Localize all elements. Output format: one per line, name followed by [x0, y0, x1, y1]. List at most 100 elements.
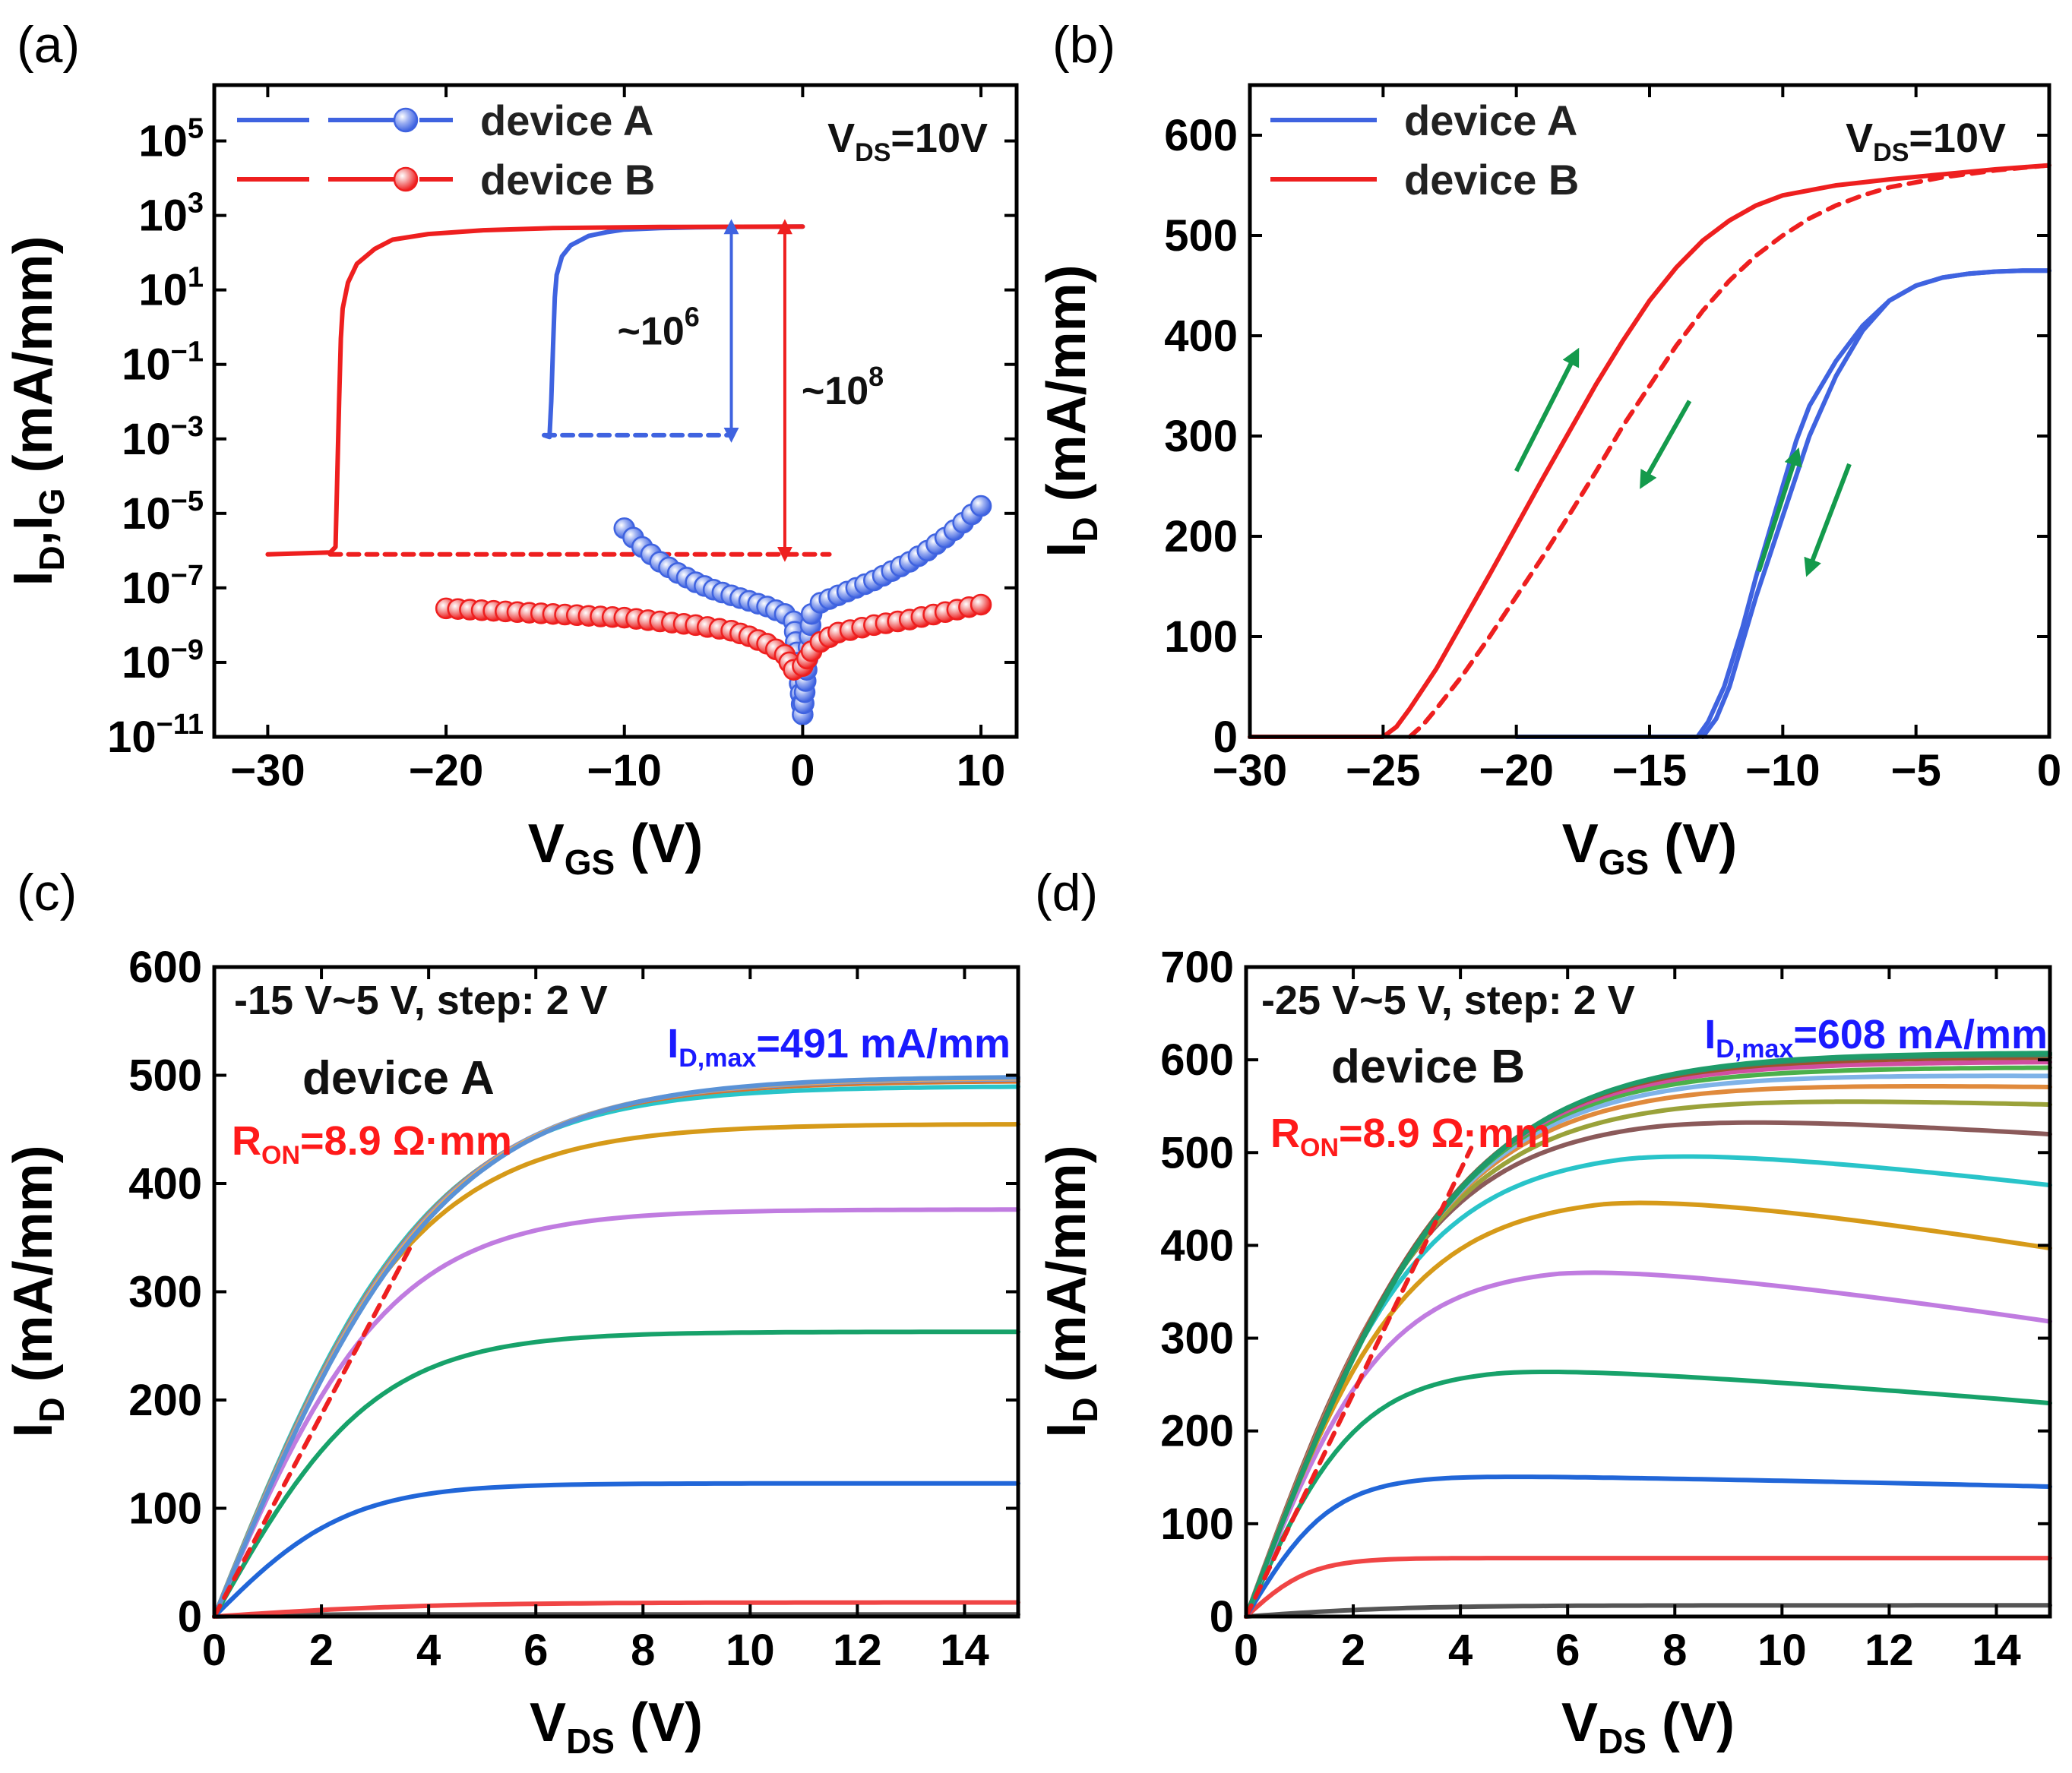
- panel-d-ylabel: ID (mA/mm): [1036, 1145, 1105, 1437]
- ytick-label: 10−9: [122, 634, 204, 687]
- panel-b-ticks: −30 −25 −20 −15 −10 −5 0 0 100 200 300 400 500 600: [1164, 85, 2061, 795]
- panel-b-marks: [1248, 163, 2051, 739]
- ytick-label: 700: [1160, 943, 1234, 992]
- ytick-label: 105: [138, 113, 204, 166]
- ytick-label: 200: [1164, 512, 1238, 561]
- panel-d-frame: [1244, 965, 2052, 1619]
- panel-d-imax: ID,max=608 mA/mm: [1704, 1012, 2048, 1063]
- series-device-a-reverse: [1700, 268, 2051, 739]
- xtick-label: −25: [1346, 746, 1420, 795]
- xtick-label: 0: [2037, 746, 2061, 795]
- ytick-label: 300: [128, 1268, 202, 1317]
- xtick-label: 4: [1448, 1626, 1473, 1675]
- ytick-label: 300: [1160, 1314, 1234, 1364]
- panel-a-ylabel: ID,IG (mA/mm): [3, 235, 71, 586]
- series-device-b-i_d: [265, 224, 805, 557]
- ytick-label: 0: [178, 1592, 202, 1642]
- panel-a-letter: (a): [17, 16, 80, 74]
- ytick-label: 500: [1160, 1128, 1234, 1177]
- xtick-label: 14: [1972, 1626, 2021, 1675]
- ytick-label: 10−3: [122, 411, 204, 464]
- xtick-label: 10: [957, 746, 1006, 795]
- ytick-label: 500: [128, 1051, 202, 1101]
- xtick-label: 0: [1234, 1626, 1258, 1675]
- panel-d-sweep-text: -25 V~5 V, step: 2 V: [1261, 978, 1635, 1023]
- xtick-label: 2: [1341, 1626, 1365, 1675]
- output-curve-neg7V: [212, 1207, 1020, 1619]
- ytick-label: 0: [1213, 713, 1238, 762]
- ytick-label: 200: [1160, 1407, 1234, 1456]
- panel-a-ratio-annotations: ~106 ~108: [618, 219, 884, 562]
- xtick-label: 0: [790, 746, 815, 795]
- panel-a-marks: [265, 224, 992, 725]
- panel-b-ylabel: ID (mA/mm): [1036, 264, 1105, 557]
- panel-d: (d) 0 2 4 6 8 10 12 14 0 100 200 300 400 500 600 700 VD…: [1035, 864, 2052, 1761]
- legend-a-marker-device-b: [393, 166, 419, 192]
- panel-d-letter: (d): [1035, 864, 1098, 921]
- ron-fit-line: [212, 1240, 415, 1619]
- ytick-label: 10−7: [122, 560, 204, 613]
- output-curve-neg21V: [1244, 1474, 2052, 1619]
- ytick-label: 101: [138, 262, 204, 315]
- marker-device-b-i_g: [970, 593, 992, 616]
- xtick-label: 14: [940, 1626, 989, 1675]
- hysteresis-arrow: [1640, 400, 1692, 489]
- panel-c-imax: ID,max=491 mA/mm: [667, 1021, 1011, 1073]
- panel-a-frame: [212, 83, 1019, 739]
- legend-b-label-device-b: device B: [1404, 156, 1579, 204]
- panel-c: (c) 0 2 4 6 8 10 12 14 0 100 200 300 400 500 600 VDS (…: [3, 864, 1020, 1761]
- ytick-label: 10−1: [122, 337, 204, 390]
- xtick-label: 6: [524, 1626, 548, 1675]
- xtick-label: 0: [202, 1626, 226, 1675]
- panel-c-ron: RON=8.9 Ω·mm: [232, 1118, 512, 1170]
- output-curve-neg9V: [1244, 1099, 2052, 1619]
- xtick-label: −30: [230, 746, 305, 795]
- xtick-label: 6: [1555, 1626, 1580, 1675]
- ytick-label: 10−5: [122, 485, 204, 539]
- legend-a-marker-device-a: [393, 107, 419, 133]
- panel-d-device-text: device B: [1331, 1041, 1525, 1093]
- xtick-label: 2: [309, 1626, 334, 1675]
- panel-a-legend: device A device B: [237, 96, 655, 204]
- legend-a-label-device-b: device B: [480, 156, 655, 204]
- hysteresis-arrow: [1804, 463, 1852, 577]
- output-curve-neg23V: [1244, 1556, 2052, 1619]
- series-device-b-reverse: [1407, 163, 2051, 739]
- ytick-label: 0: [1210, 1592, 1234, 1642]
- panel-a-xlabel: VGS (V): [528, 814, 703, 882]
- xtick-label: 12: [833, 1626, 882, 1675]
- panel-b-letter: (b): [1052, 16, 1115, 74]
- panel-d-xlabel: VDS (V): [1561, 1692, 1735, 1761]
- output-curve-neg13V: [212, 1600, 1020, 1619]
- panel-a-vds-annotation: VDS=10V: [827, 115, 988, 167]
- ytick-label: 103: [138, 188, 204, 241]
- ytick-label: 400: [1164, 311, 1238, 361]
- ytick-label: 500: [1164, 211, 1238, 261]
- marker-device-a-i_g: [970, 495, 992, 517]
- ytick-label: 200: [128, 1376, 202, 1425]
- xtick-label: 4: [416, 1626, 441, 1675]
- xtick-label: 12: [1865, 1626, 1914, 1675]
- output-curve-5V: [212, 1075, 1020, 1619]
- output-curve-neg5V: [212, 1122, 1020, 1619]
- hysteresis-arrow: [1756, 447, 1802, 573]
- xtick-label: −10: [587, 746, 662, 795]
- xtick-label: 10: [726, 1626, 775, 1675]
- xtick-label: 8: [631, 1626, 655, 1675]
- ytick-label: 100: [1160, 1500, 1234, 1549]
- ytick-label: 600: [1160, 1035, 1234, 1085]
- xtick-label: 10: [1757, 1626, 1807, 1675]
- legend-b-label-device-a: device A: [1404, 96, 1577, 144]
- ytick-label: 10−11: [107, 709, 204, 762]
- ytick-label: 100: [128, 1484, 202, 1534]
- output-curve-5V: [1244, 1051, 2052, 1619]
- ytick-label: 400: [1160, 1221, 1234, 1270]
- panel-b-frame: [1248, 83, 2051, 739]
- output-curve-neg19V: [1244, 1370, 2052, 1619]
- panel-b-legend: device A device B: [1270, 96, 1579, 204]
- output-curve-neg11V: [212, 1481, 1020, 1619]
- panel-c-marks: [212, 1075, 1020, 1619]
- ytick-label: 600: [1164, 111, 1238, 160]
- panel-d-ticks: 0 2 4 6 8 10 12 14 0 100 200 300 400 500 600 700: [1160, 943, 2050, 1675]
